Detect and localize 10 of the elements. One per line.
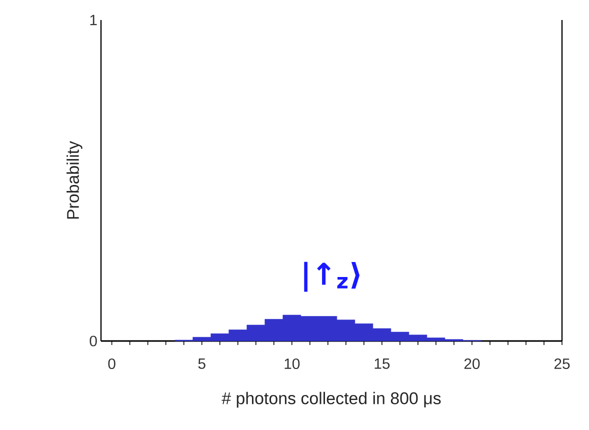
x-tick-label: 0 [108, 358, 116, 370]
y-axis-title: Probability [66, 141, 82, 219]
x-tick-label: 25 [554, 358, 570, 370]
x-tick-label: 10 [284, 358, 300, 370]
x-tick-label: 5 [198, 358, 206, 369]
x-tick-label: 20 [464, 358, 480, 370]
x-axis-title: # photons collected in 800 μs [222, 392, 441, 408]
annotation: |↑$_{z}$⟩ [304, 262, 360, 292]
y-tick-label: 1 [90, 14, 97, 26]
x-tick-label: 15 [374, 358, 390, 369]
